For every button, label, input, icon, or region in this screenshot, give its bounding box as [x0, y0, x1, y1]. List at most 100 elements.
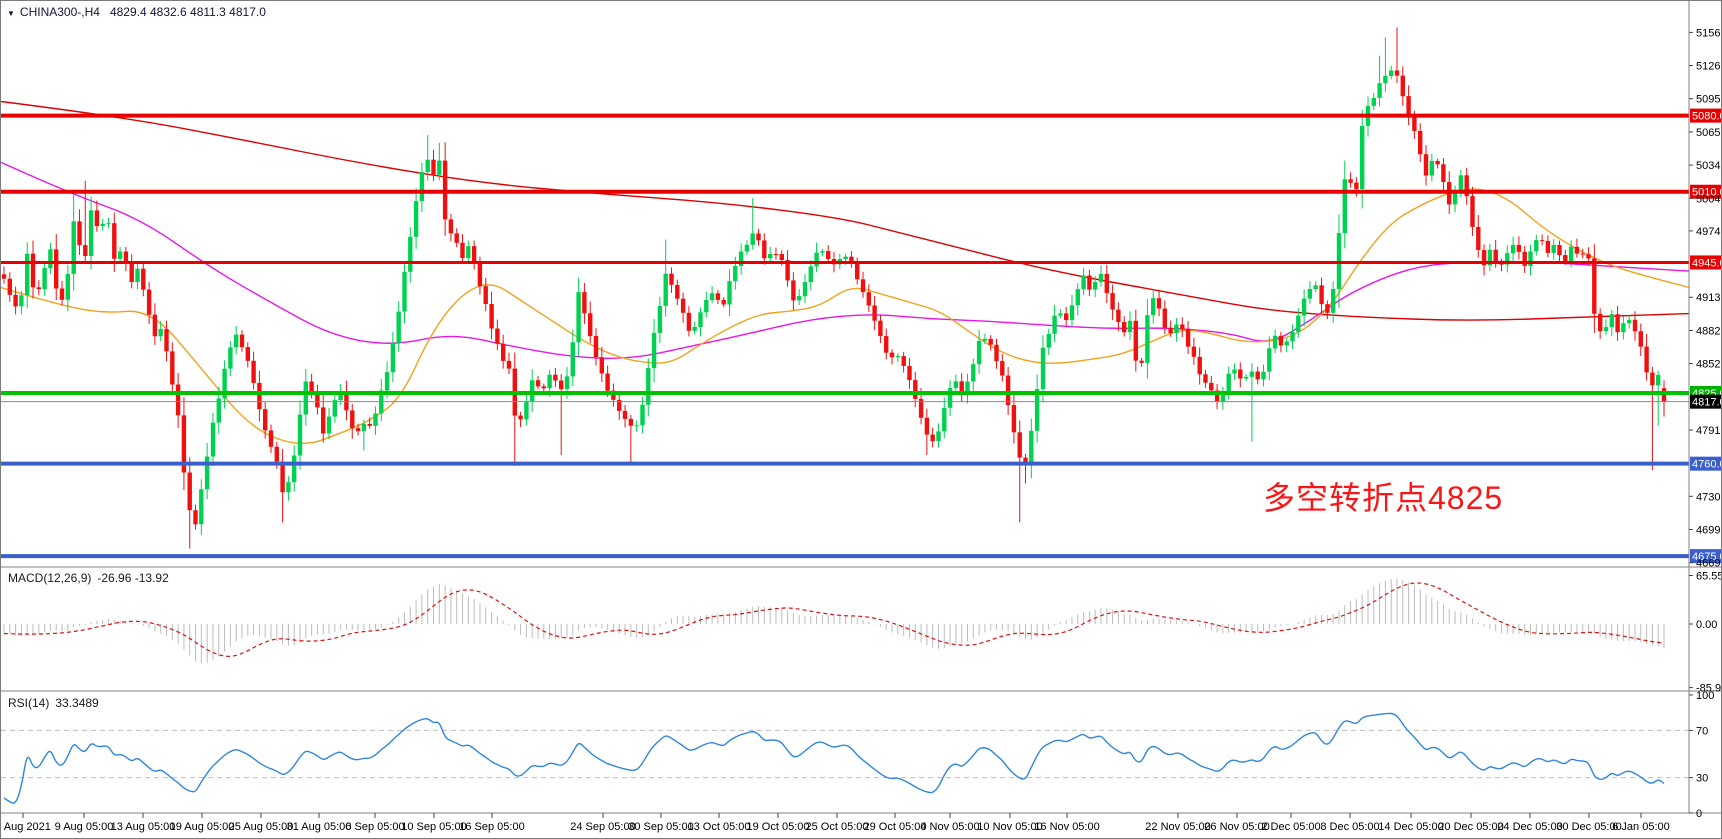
candle-bearish: [1412, 116, 1417, 131]
candle-bullish: [88, 210, 94, 256]
candle-bearish: [460, 242, 465, 258]
time-tick-label: 2 Dec 05:00: [1261, 821, 1320, 833]
candle-bearish: [1064, 313, 1069, 320]
candle-bullish: [640, 404, 645, 426]
macd-panel: [3, 578, 1665, 664]
candle-bullish: [1307, 289, 1313, 299]
candle-bullish: [646, 368, 651, 405]
candle-bearish: [506, 360, 512, 369]
candle-bullish: [808, 266, 813, 282]
candle-bullish: [71, 221, 76, 274]
candle-bullish: [384, 372, 390, 391]
candle-bearish: [918, 398, 924, 418]
candle-bullish: [228, 347, 233, 369]
candle-bullish: [158, 329, 163, 337]
macd-tick-label: 65.55: [1696, 570, 1722, 582]
candle-bullish: [25, 253, 30, 296]
candle-bullish: [1098, 273, 1104, 283]
candle-bullish: [1656, 374, 1661, 386]
time-tick-label: 10 Sep 05:00: [401, 821, 466, 833]
time-tick-label: 6 Sep 05:00: [345, 821, 404, 833]
ohlc-collapse-icon[interactable]: ▼: [7, 9, 15, 18]
candle-bullish: [1284, 341, 1289, 346]
price-tick-label: 4699.5: [1696, 524, 1722, 536]
candle-bullish: [1296, 315, 1301, 332]
candle-bearish: [605, 373, 610, 391]
candle-bullish: [1261, 371, 1266, 380]
candle-bearish: [1214, 390, 1220, 402]
candle-bullish: [942, 407, 947, 432]
level-badge-5010.0-label: 5010.0: [1692, 187, 1722, 199]
candle-bearish: [535, 380, 541, 387]
time-tick-label: 16 Nov 05:00: [1034, 821, 1099, 833]
candle-bullish: [326, 416, 332, 434]
price-tick-label: 4669.0: [1696, 558, 1722, 570]
time-tick-label: 16 Sep 05:00: [459, 821, 524, 833]
time-tick-label: 19 Aug 05:00: [170, 821, 235, 833]
candle-bearish: [83, 245, 88, 256]
candle-bullish: [802, 282, 808, 297]
candle-bullish: [1534, 240, 1539, 252]
candle-bearish: [1110, 293, 1115, 310]
candle-bullish: [1505, 253, 1510, 265]
time-tick-label: 13 Oct 05:00: [688, 821, 751, 833]
candle-bullish: [709, 293, 715, 300]
rsi-tick-label: 100: [1696, 690, 1714, 702]
ohlc-values: 4829.4 4832.6 4811.3 4817.0: [109, 5, 266, 19]
candle-bearish: [1598, 313, 1603, 332]
price-axis[interactable]: 5156.5 5126.0 5095.5 5065.0 5034.5 5004.0 4974…: [1689, 27, 1722, 820]
candle-bearish: [350, 410, 355, 429]
rsi-tick-label: 0: [1696, 808, 1702, 820]
rsi-tick-label: 30: [1696, 773, 1708, 785]
time-tick-label: 13 Aug 05:00: [111, 821, 176, 833]
level-badge-4945.0-label: 4945.0: [1692, 257, 1722, 269]
candle-bullish: [663, 273, 668, 306]
candle-bullish: [953, 381, 959, 388]
candle-bullish: [1383, 75, 1388, 84]
candle-bullish: [303, 381, 308, 415]
level-badge-4760.0-label: 4760.0: [1692, 459, 1722, 471]
candle-bearish: [553, 374, 558, 381]
price-tick-label: 5034.5: [1696, 160, 1722, 172]
candle-bearish: [489, 304, 494, 329]
candle-bearish: [1, 274, 7, 279]
price-tick-label: 5126.0: [1696, 61, 1722, 73]
candle-bearish: [164, 329, 169, 352]
candle-bearish: [257, 382, 262, 410]
candle-bearish: [1017, 432, 1022, 458]
ma-lines: [1, 100, 1690, 445]
candle-bearish: [866, 292, 871, 306]
candle-bullish: [1272, 335, 1278, 349]
candle-bearish: [1203, 374, 1208, 383]
candle-bearish: [599, 357, 604, 374]
candle-bullish: [1301, 298, 1307, 316]
candle-bearish: [988, 338, 993, 345]
candle-bearish: [1516, 244, 1522, 252]
candle-bullish: [1040, 347, 1046, 390]
candle-bearish: [1168, 327, 1173, 334]
candle-bearish: [1435, 161, 1440, 165]
candle-bearish: [582, 292, 587, 314]
candle-bullish: [744, 244, 750, 252]
candle-bullish: [1360, 125, 1365, 189]
candle-bullish: [1249, 371, 1255, 377]
candle-bearish: [1580, 253, 1585, 255]
candle-bearish: [675, 284, 680, 299]
candle-bullish: [1220, 393, 1226, 402]
price-tick-label: 4974.0: [1696, 226, 1722, 238]
candle-bearish: [930, 434, 935, 442]
candle-bearish: [1156, 298, 1162, 309]
candle-bullish: [42, 268, 47, 290]
candle-bullish: [1627, 319, 1632, 324]
level-badge-4675.0: [1690, 549, 1721, 564]
candle-bullish: [570, 342, 575, 377]
current-price-badge: [1690, 394, 1721, 409]
ma-fast-orange: [1, 188, 1690, 445]
candle-bullish: [576, 292, 581, 343]
candle-bullish: [947, 388, 953, 408]
candle-bearish: [245, 347, 250, 361]
candle-bullish: [419, 172, 425, 202]
candle-bearish: [1470, 196, 1475, 227]
